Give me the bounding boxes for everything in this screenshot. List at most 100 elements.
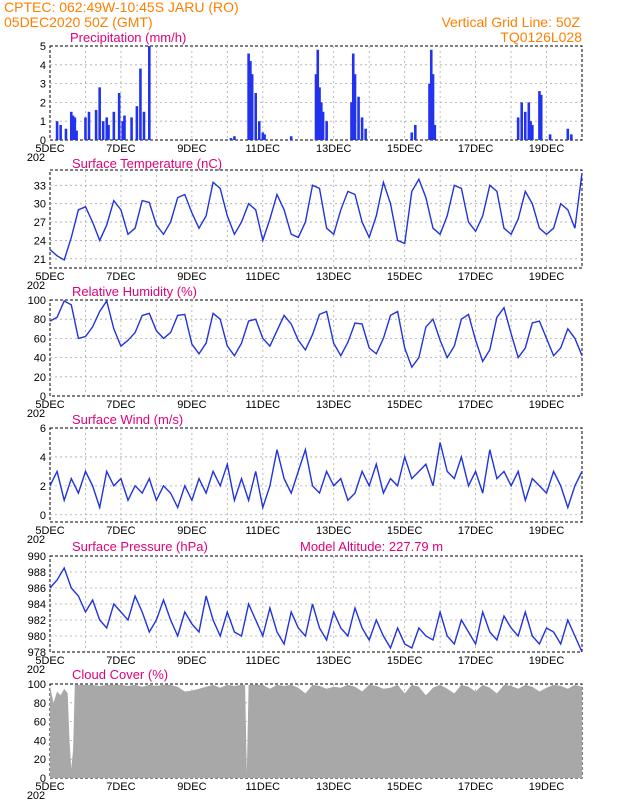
precip-bar <box>71 115 75 140</box>
precip-bar <box>69 111 73 140</box>
precip-bar <box>520 102 524 140</box>
precip-bar <box>233 136 236 140</box>
x-tick-label: 15DEC <box>387 271 423 283</box>
x-tick-label: 9DEC <box>177 781 206 793</box>
x-tick-label: 19DEC <box>529 399 565 411</box>
precip-bar <box>75 130 78 140</box>
precip-bar <box>249 61 252 140</box>
x-tick-label: 13DEC <box>316 143 352 155</box>
x-tick-label: 19DEC <box>529 271 565 283</box>
panel-title-precip: Precipitation (mm/h) <box>70 30 186 45</box>
x-tick-label: 11DEC <box>245 525 280 537</box>
x-tick-label: 15DEC <box>387 399 423 411</box>
y-tick-label: 990 <box>28 551 46 563</box>
x-tick-label: 17DEC <box>458 143 494 155</box>
precip-bar <box>429 49 433 141</box>
precip-bar <box>410 132 414 140</box>
x-tick-label: 15DEC <box>387 781 423 793</box>
precip-bar <box>570 134 573 140</box>
panel-annotation-pressure: Model Altitude: 227.79 m <box>300 539 443 554</box>
precip-bar <box>148 46 151 140</box>
precip-bar <box>350 102 353 140</box>
y-tick-label: 80 <box>34 314 46 326</box>
y-tick-label: 21 <box>34 254 46 266</box>
panel-pressure: 978 980 982 984 986 988 990 5DEC 7DEC 9DEC 11DEC 13… <box>27 539 583 676</box>
x-under-label: 202 <box>27 280 45 292</box>
x-tick-label: 5DEC <box>35 781 64 793</box>
precip-bar <box>121 121 125 140</box>
precip-bar <box>64 128 68 140</box>
precip-bar <box>107 124 110 140</box>
x-under-label: 202 <box>27 408 45 420</box>
panel-frame <box>49 169 583 269</box>
x-tick-label: 11DEC <box>245 143 280 155</box>
precip-bar <box>357 96 360 140</box>
precip-bar <box>529 121 532 140</box>
precip-bar <box>257 121 261 140</box>
x-tick-label: 15DEC <box>387 655 423 667</box>
panel-wind: 0 2 4 6 5DEC 7DEC 9DEC 11DEC 13DEC 15DEC 17DEC 19DE… <box>27 412 583 546</box>
rh-series-line <box>49 299 583 369</box>
y-tick-label: 24 <box>34 235 46 247</box>
panel-rh: 0 20 40 60 80 100 5DEC 7DEC 9DEC 11DEC 13DEC 15DEC 1… <box>27 284 583 420</box>
header-run-time: 05DEC2020 50Z (GMT) <box>4 14 153 30</box>
precip-bar <box>516 117 520 140</box>
panel-temp: 21 24 27 30 33 5DEC 7DEC 9DEC 11DEC 13DEC 15DEC 17D… <box>27 156 583 292</box>
y-tick-label: 4 <box>40 452 46 464</box>
precip-bar <box>261 132 265 140</box>
y-tick-label: 0 <box>40 510 46 522</box>
precip-bar <box>431 74 435 140</box>
y-tick-label: 100 <box>28 295 46 307</box>
x-tick-label: 7DEC <box>106 655 135 667</box>
x-tick-label: 9DEC <box>177 399 206 411</box>
x-tick-label: 17DEC <box>458 781 494 793</box>
x-tick-label: 9DEC <box>177 525 206 537</box>
y-tick-label: 60 <box>34 333 46 345</box>
x-tick-label: 5DEC <box>35 525 64 537</box>
x-tick-label: 5DEC <box>35 655 64 667</box>
cloud-cover-area <box>50 684 582 778</box>
x-tick-label: 19DEC <box>529 525 565 537</box>
precip-bar <box>101 121 105 140</box>
header-grid-line: Vertical Grid Line: 50Z <box>441 14 580 30</box>
x-tick-label: 19DEC <box>529 781 565 793</box>
precip-bar <box>527 102 531 140</box>
temp-series-line <box>49 173 583 262</box>
precip-bar <box>142 111 146 140</box>
precip-bar <box>548 134 552 140</box>
precip-bar <box>289 136 293 140</box>
y-tick-label: 986 <box>28 583 46 595</box>
precip-bar <box>112 111 116 140</box>
precip-bar <box>263 134 266 140</box>
y-tick-label: 3 <box>40 79 46 91</box>
precip-bar <box>353 74 357 140</box>
precip-bar <box>428 83 431 140</box>
x-tick-label: 19DEC <box>529 143 565 155</box>
y-tick-label: 0 <box>40 135 46 147</box>
precip-bar <box>94 109 98 140</box>
y-tick-label: 2 <box>40 481 46 493</box>
panel-title-wind: Surface Wind (m/s) <box>72 412 183 427</box>
y-tick-label: 100 <box>28 679 46 691</box>
precip-bar <box>105 117 109 140</box>
precip-bar <box>320 102 323 140</box>
y-tick-label: 2 <box>40 97 46 109</box>
x-tick-label: 9DEC <box>177 271 206 283</box>
x-tick-label: 11DEC <box>245 399 280 411</box>
precip-bar <box>84 117 87 140</box>
x-tick-label: 7DEC <box>106 525 135 537</box>
y-tick-label: 982 <box>28 615 46 627</box>
x-tick-label: 9DEC <box>177 655 206 667</box>
y-tick-label: 984 <box>28 599 46 611</box>
y-tick-label: 20 <box>34 372 46 384</box>
x-tick-label: 9DEC <box>177 143 206 155</box>
x-under-label: 202 <box>27 152 45 164</box>
precip-bar <box>247 53 250 140</box>
y-tick-label: 30 <box>34 199 46 211</box>
precip-bar <box>351 53 355 140</box>
y-tick-label: 5 <box>40 41 46 53</box>
x-tick-label: 17DEC <box>458 525 494 537</box>
precip-bar <box>98 87 101 140</box>
y-tick-label: 0 <box>40 773 46 785</box>
y-tick-label: 980 <box>28 631 46 643</box>
